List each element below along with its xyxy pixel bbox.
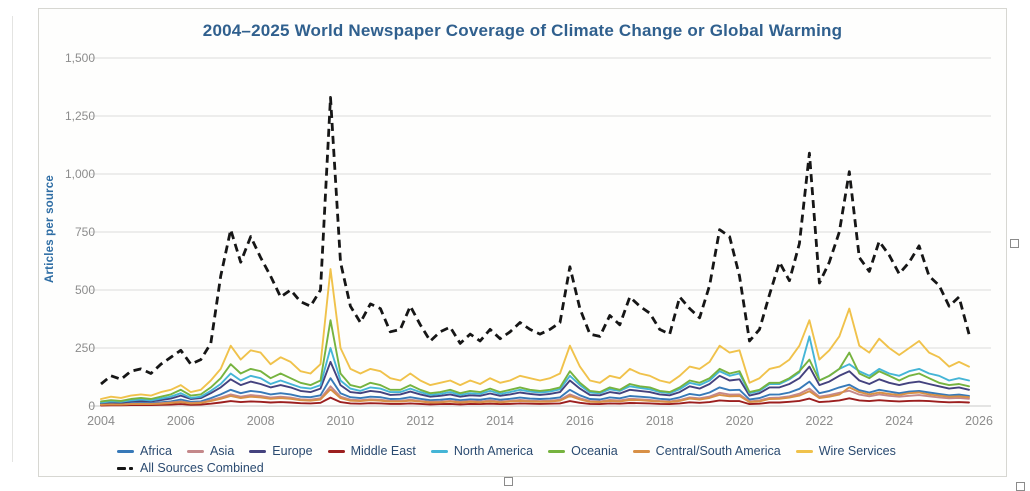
legend-item-wire-services: Wire Services	[795, 444, 896, 458]
resize-handle-bottom[interactable]	[504, 477, 513, 486]
x-tick-label: 2014	[486, 414, 514, 428]
legend-label: North America	[453, 444, 534, 458]
x-tick-label: 2026	[965, 414, 993, 428]
window-edge	[12, 16, 13, 462]
y-tick-label: 0	[88, 399, 95, 413]
series-all-sources-combined	[100, 96, 971, 386]
series-africa	[100, 377, 970, 406]
legend-item-all-sources-combined: All Sources Combined	[117, 461, 264, 475]
legend-item-oceania: Oceania	[548, 444, 618, 458]
x-tick-label: 2006	[167, 414, 195, 428]
legend-row: All Sources Combined	[117, 461, 896, 475]
legend-label: Middle East	[350, 444, 416, 458]
x-tick-label: 2024	[885, 414, 913, 428]
legend-item-africa: Africa	[117, 444, 172, 458]
line-swatch-icon	[186, 449, 204, 453]
legend-item-europe: Europe	[249, 444, 313, 458]
line-swatch-icon	[117, 449, 134, 453]
x-tick-label: 2010	[327, 414, 355, 428]
x-tick-label: 2020	[726, 414, 754, 428]
legend-label: Central/South America	[655, 444, 781, 458]
resize-handle-right[interactable]	[1010, 239, 1019, 248]
line-swatch-icon	[548, 449, 566, 453]
series-central-south-america	[100, 386, 970, 406]
y-tick-label: 1,250	[65, 109, 95, 123]
legend-item-asia: Asia	[186, 444, 235, 458]
y-tick-label: 750	[75, 225, 95, 239]
line-swatch-icon	[795, 449, 813, 453]
line-swatch-icon	[632, 449, 650, 453]
line-swatch-icon	[249, 449, 267, 453]
x-tick-label: 2016	[566, 414, 594, 428]
dashed-line-swatch-icon	[117, 466, 134, 470]
legend-item-north-america: North America	[430, 444, 534, 458]
legend: Africa Asia Europe Middle East North America…	[117, 444, 896, 475]
legend-label: Africa	[140, 444, 172, 458]
x-tick-label: 2008	[247, 414, 275, 428]
plot-area: 0 250 500 750 1,000 1,250 1,500 2004 2006 2008 201…	[65, 51, 993, 428]
y-tick-label: 1,500	[65, 51, 95, 65]
x-tick-label: 2004	[87, 414, 115, 428]
legend-label: All Sources Combined	[140, 461, 264, 475]
chart-title: 2004–2025 World Newspaper Coverage of Cl…	[202, 21, 843, 40]
series-middle-east	[100, 396, 970, 407]
line-swatch-icon	[430, 449, 448, 453]
legend-item-central-south-america: Central/South America	[632, 444, 781, 458]
legend-row: Africa Asia Europe Middle East North America…	[117, 444, 896, 458]
legend-label: Oceania	[571, 444, 618, 458]
x-tick-label: 2018	[646, 414, 674, 428]
legend-label: Europe	[272, 444, 313, 458]
line-swatch-icon	[327, 449, 345, 453]
y-tick-label: 500	[75, 283, 95, 297]
legend-label: Asia	[209, 444, 235, 458]
legend-item-middle-east: Middle East	[327, 444, 416, 458]
x-tick-label: 2022	[805, 414, 833, 428]
legend-label: Wire Services	[818, 444, 896, 458]
series-oceania	[100, 319, 970, 403]
x-tick-label: 2012	[406, 414, 434, 428]
y-tick-label: 1,000	[65, 167, 95, 181]
y-tick-label: 250	[75, 341, 95, 355]
chart-card[interactable]: 2004–2025 World Newspaper Coverage of Cl…	[38, 8, 1007, 477]
series-europe	[100, 360, 970, 405]
series-wire-services	[100, 268, 970, 400]
